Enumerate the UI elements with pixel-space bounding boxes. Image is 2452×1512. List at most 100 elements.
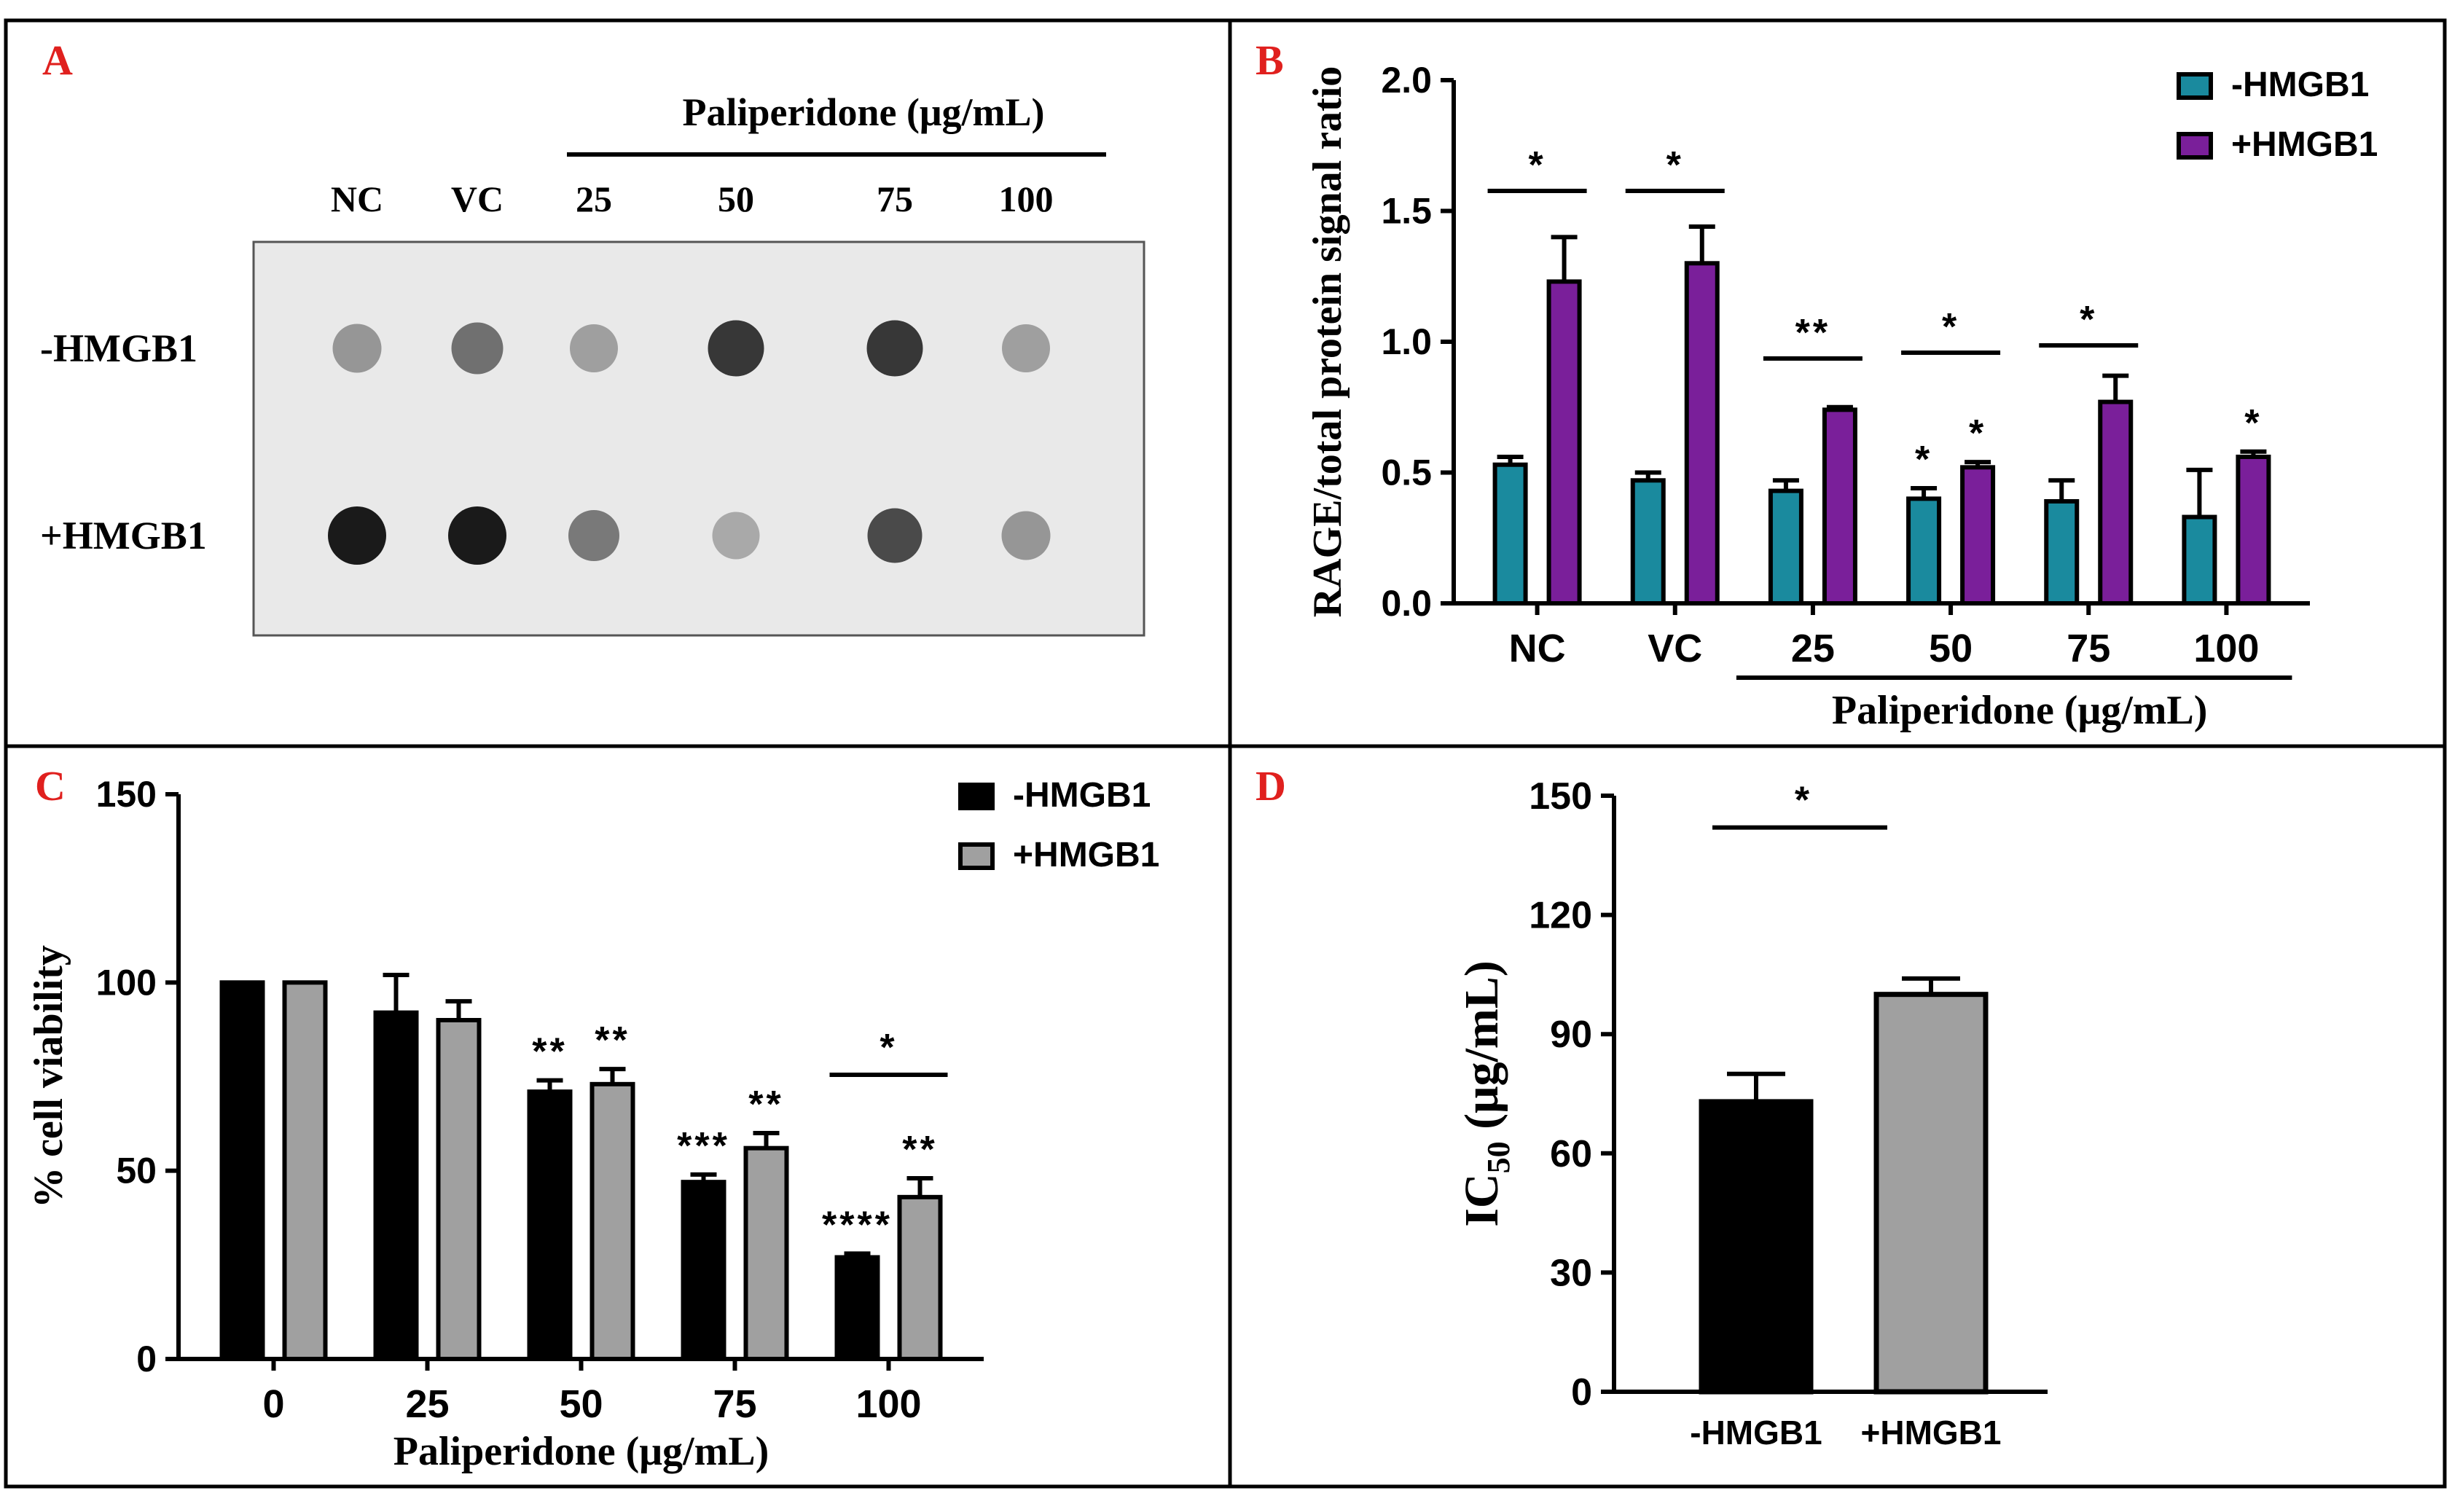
x-tick-label: 75 — [2067, 627, 2110, 670]
significance-marker: * — [880, 1027, 897, 1069]
blot-row-labels: -HMGB1 +HMGB1 — [40, 326, 207, 557]
panel-label-c: C — [35, 762, 66, 810]
blot-dot — [448, 506, 506, 565]
bar-hmgb1 — [2236, 454, 2271, 606]
blot-column-label: 75 — [877, 179, 913, 219]
significance-marker: ** — [532, 1031, 567, 1073]
significance-marker: *** — [677, 1125, 730, 1167]
panel-label-d: D — [1256, 762, 1286, 810]
bar-hmgb1 — [373, 1010, 419, 1361]
bar-hmgb1 — [834, 1255, 880, 1361]
bar-hmgb1 — [1630, 478, 1666, 606]
legend-swatch — [958, 783, 995, 810]
significance-marker: ** — [595, 1019, 630, 1062]
x-tick-label: 50 — [559, 1382, 603, 1426]
blot-column-labels: NC VC 25 50 75 100 — [331, 179, 1054, 219]
blot-dot — [867, 508, 923, 563]
significance-marker: ** — [1795, 312, 1830, 354]
y-tick-label: 150 — [1529, 775, 1592, 818]
panel-a-dot-blot: Paliperidone (μg/mL) NC VC 25 50 75 100 -HMGB… — [40, 90, 1145, 637]
x-tick-label: +HMGB1 — [1861, 1414, 2002, 1452]
bar-hmgb1 — [1546, 279, 1582, 606]
significance-marker: ** — [902, 1129, 937, 1171]
y-axis-label: IC50 (μg/mL) — [1455, 960, 1516, 1227]
legend-swatch — [2177, 132, 2213, 160]
blot-dot — [332, 324, 382, 373]
bar-hmgb1 — [527, 1089, 573, 1361]
y-axis-label-subscript: 50 — [1481, 1141, 1516, 1173]
y-tick-label: 60 — [1550, 1133, 1592, 1175]
x-tick-label: 100 — [855, 1382, 921, 1426]
blot-dot — [708, 320, 764, 377]
significance-marker: * — [1942, 306, 1959, 348]
blot-column-label: 25 — [576, 179, 612, 219]
bar-hmgb1 — [282, 980, 328, 1362]
x-tick-label: VC — [1648, 627, 1702, 670]
x-axis-label: Paliperidone (μg/mL) — [1832, 688, 2207, 733]
panel-c-chart: 0 50 100 150 % cell viability 0 25 50 75 100 -HMGB… — [26, 774, 1159, 1474]
legend-swatch — [958, 842, 995, 870]
bar-hmgb1 — [1768, 488, 1803, 606]
y-tick-label: 50 — [116, 1151, 157, 1191]
y-tick-label: 120 — [1529, 895, 1592, 937]
blot-row-label: +HMGB1 — [40, 514, 207, 557]
y-tick-label: 1.0 — [1381, 321, 1432, 362]
legend-label: +HMGB1 — [2231, 125, 2378, 164]
significance-marker: * — [1528, 144, 1546, 187]
panel-label-a: A — [42, 36, 73, 84]
x-tick-label: 75 — [713, 1382, 756, 1426]
blot-column-label: NC — [331, 179, 383, 219]
panel-label-b: B — [1256, 36, 1284, 84]
y-axis-label: % cell viability — [26, 945, 71, 1208]
x-tick-label: 0 — [262, 1382, 284, 1426]
significance-marker: * — [1795, 780, 1812, 822]
x-tick-label: 25 — [1791, 627, 1835, 670]
bar-hmgb1 — [436, 1018, 482, 1361]
y-tick-label: 0 — [1571, 1371, 1592, 1414]
bar-hmgb1 — [2098, 399, 2134, 606]
y-tick-label: 2.0 — [1381, 60, 1432, 101]
x-tick-label: 25 — [405, 1382, 449, 1426]
blot-dot — [866, 320, 923, 377]
x-tick-label: 100 — [2193, 627, 2259, 670]
bar-hmgb1 — [219, 980, 265, 1362]
blot-dot — [712, 512, 760, 560]
legend-label: +HMGB1 — [1013, 836, 1159, 874]
y-axis-label-unit: (μg/mL) — [1455, 960, 1508, 1141]
blot-dot — [1001, 511, 1051, 560]
bar-hmgb1 — [2182, 514, 2217, 606]
bar-hmgb1 — [1822, 407, 1857, 606]
y-tick-label: 150 — [96, 774, 157, 815]
blot-dots — [328, 320, 1051, 565]
blot-dot — [568, 510, 619, 561]
blot-column-label: 50 — [718, 179, 754, 219]
bar-hmgb1 — [2044, 498, 2080, 606]
legend-label: -HMGB1 — [1013, 776, 1151, 815]
y-axis-label: RAGE/total protein signal ratio — [1305, 66, 1350, 618]
significance-marker: * — [1666, 144, 1684, 187]
x-axis-label: Paliperidone (μg/mL) — [393, 1429, 769, 1474]
blot-membrane — [252, 240, 1145, 637]
bar-hmgb1 — [897, 1194, 943, 1362]
y-axis-label-main: IC — [1455, 1173, 1508, 1226]
figure-border — [4, 18, 2447, 1489]
significance-marker: * — [1969, 412, 1986, 455]
blot-dot — [328, 506, 386, 565]
y-tick-label: 0.0 — [1381, 583, 1432, 624]
y-tick-label: 100 — [96, 962, 157, 1003]
significance-marker: * — [1915, 439, 1932, 481]
bar — [1873, 992, 1989, 1395]
x-tick-label: NC — [1509, 627, 1566, 670]
blot-column-label: VC — [451, 179, 504, 219]
bar-hmgb1 — [1906, 496, 1942, 606]
y-tick-label: 30 — [1550, 1252, 1592, 1294]
bar-hmgb1 — [743, 1145, 789, 1361]
blot-column-label: 100 — [999, 179, 1054, 219]
significance-marker: ** — [748, 1084, 783, 1126]
y-tick-label: 0.5 — [1381, 453, 1432, 493]
significance-marker: * — [2244, 402, 2262, 444]
y-tick-label: 1.5 — [1381, 191, 1432, 232]
y-tick-label: 0 — [136, 1339, 157, 1379]
